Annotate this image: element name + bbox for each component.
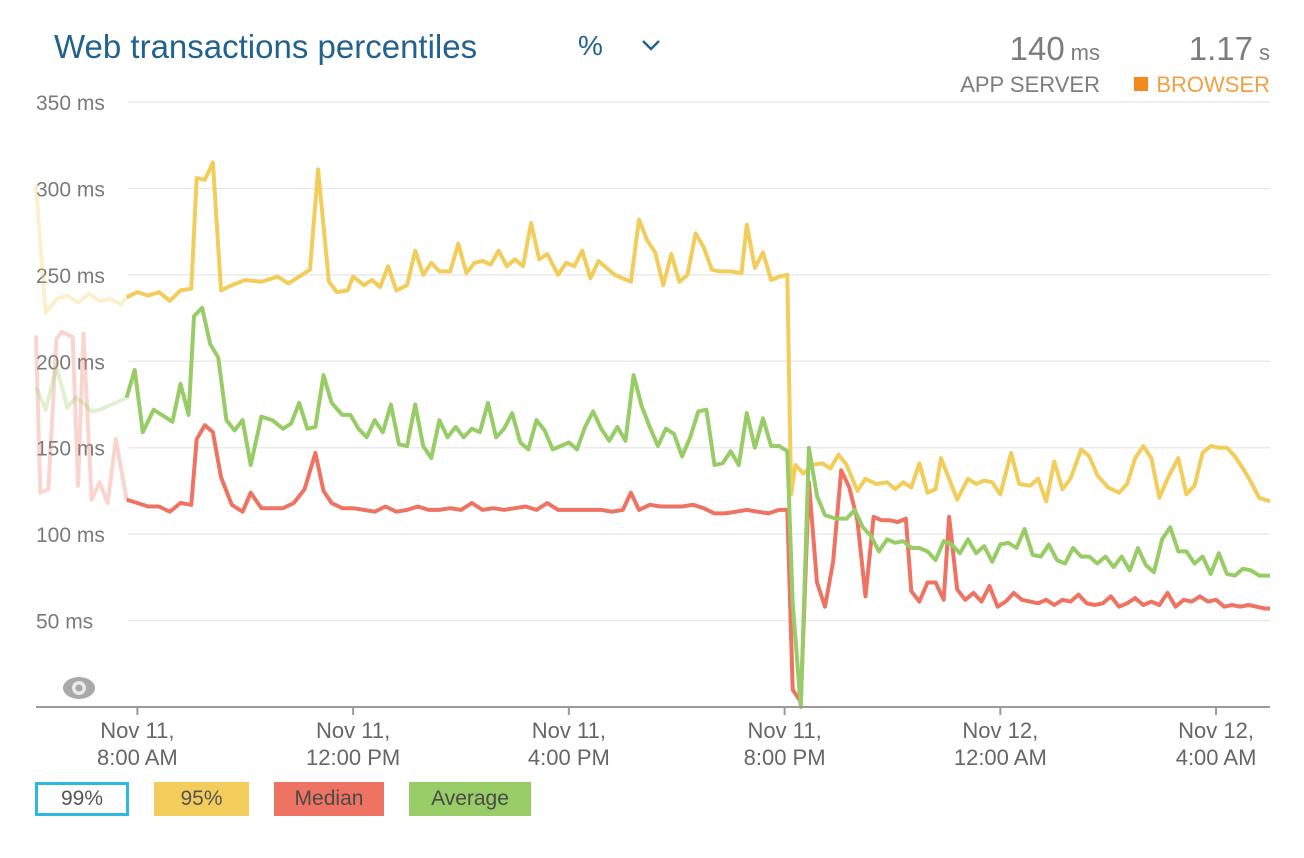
x-tick-label: 8:00 AM: [97, 745, 178, 770]
series-line: [124, 305, 1270, 709]
app-server-stat: 140 ms APP SERVER: [960, 30, 1100, 98]
x-tick-label: Nov 11,: [532, 718, 606, 743]
series-line-faded: [34, 329, 129, 505]
x-tick-label: 8:00 PM: [744, 745, 826, 770]
y-tick-label: 300 ms: [36, 178, 105, 201]
legend-average[interactable]: Average: [409, 782, 531, 816]
browser-stat: 1.17 s BROWSER: [1134, 30, 1270, 98]
y-tick-label: 350 ms: [36, 92, 105, 115]
app-server-label[interactable]: APP SERVER: [960, 72, 1100, 97]
x-tick-label: 4:00 AM: [1176, 745, 1257, 770]
app-server-value: 140: [1009, 30, 1065, 67]
browser-label-text: BROWSER: [1156, 72, 1270, 97]
browser-swatch-icon: [1134, 77, 1149, 91]
series-line-faded: [34, 364, 128, 414]
x-tick-label: Nov 11,: [100, 718, 174, 743]
y-tick-label: 100 ms: [36, 524, 105, 547]
y-tick-label: 150 ms: [36, 438, 105, 461]
unit-selector[interactable]: %: [578, 30, 603, 61]
browser-unit: s: [1259, 40, 1270, 65]
legend-p99[interactable]: 99%: [35, 782, 129, 816]
x-tick-label: Nov 11,: [316, 718, 390, 743]
chart-title: Web transactions percentiles: [54, 28, 478, 65]
y-tick-label: 200 ms: [36, 351, 105, 374]
y-tick-label: 250 ms: [36, 265, 105, 288]
legend-p95[interactable]: 95%: [154, 782, 249, 816]
y-tick-label: 50 ms: [36, 611, 93, 634]
series-line: [125, 160, 1271, 504]
x-tick-label: 12:00 AM: [954, 745, 1047, 770]
app-server-unit: ms: [1070, 40, 1100, 65]
series-line-faded: [34, 184, 129, 315]
x-tick-label: 4:00 PM: [528, 745, 610, 770]
eye-icon[interactable]: [63, 677, 95, 699]
series-line: [125, 423, 1270, 704]
browser-label[interactable]: BROWSER: [1134, 72, 1270, 98]
legend-median[interactable]: Median: [274, 782, 384, 816]
x-tick-label: Nov 12,: [962, 718, 1038, 743]
x-tick-label: Nov 11,: [748, 718, 822, 743]
chevron-down-icon[interactable]: [641, 38, 661, 52]
browser-value: 1.17: [1188, 30, 1253, 67]
x-tick-label: 12:00 PM: [306, 745, 400, 770]
x-tick-label: Nov 12,: [1178, 718, 1254, 743]
